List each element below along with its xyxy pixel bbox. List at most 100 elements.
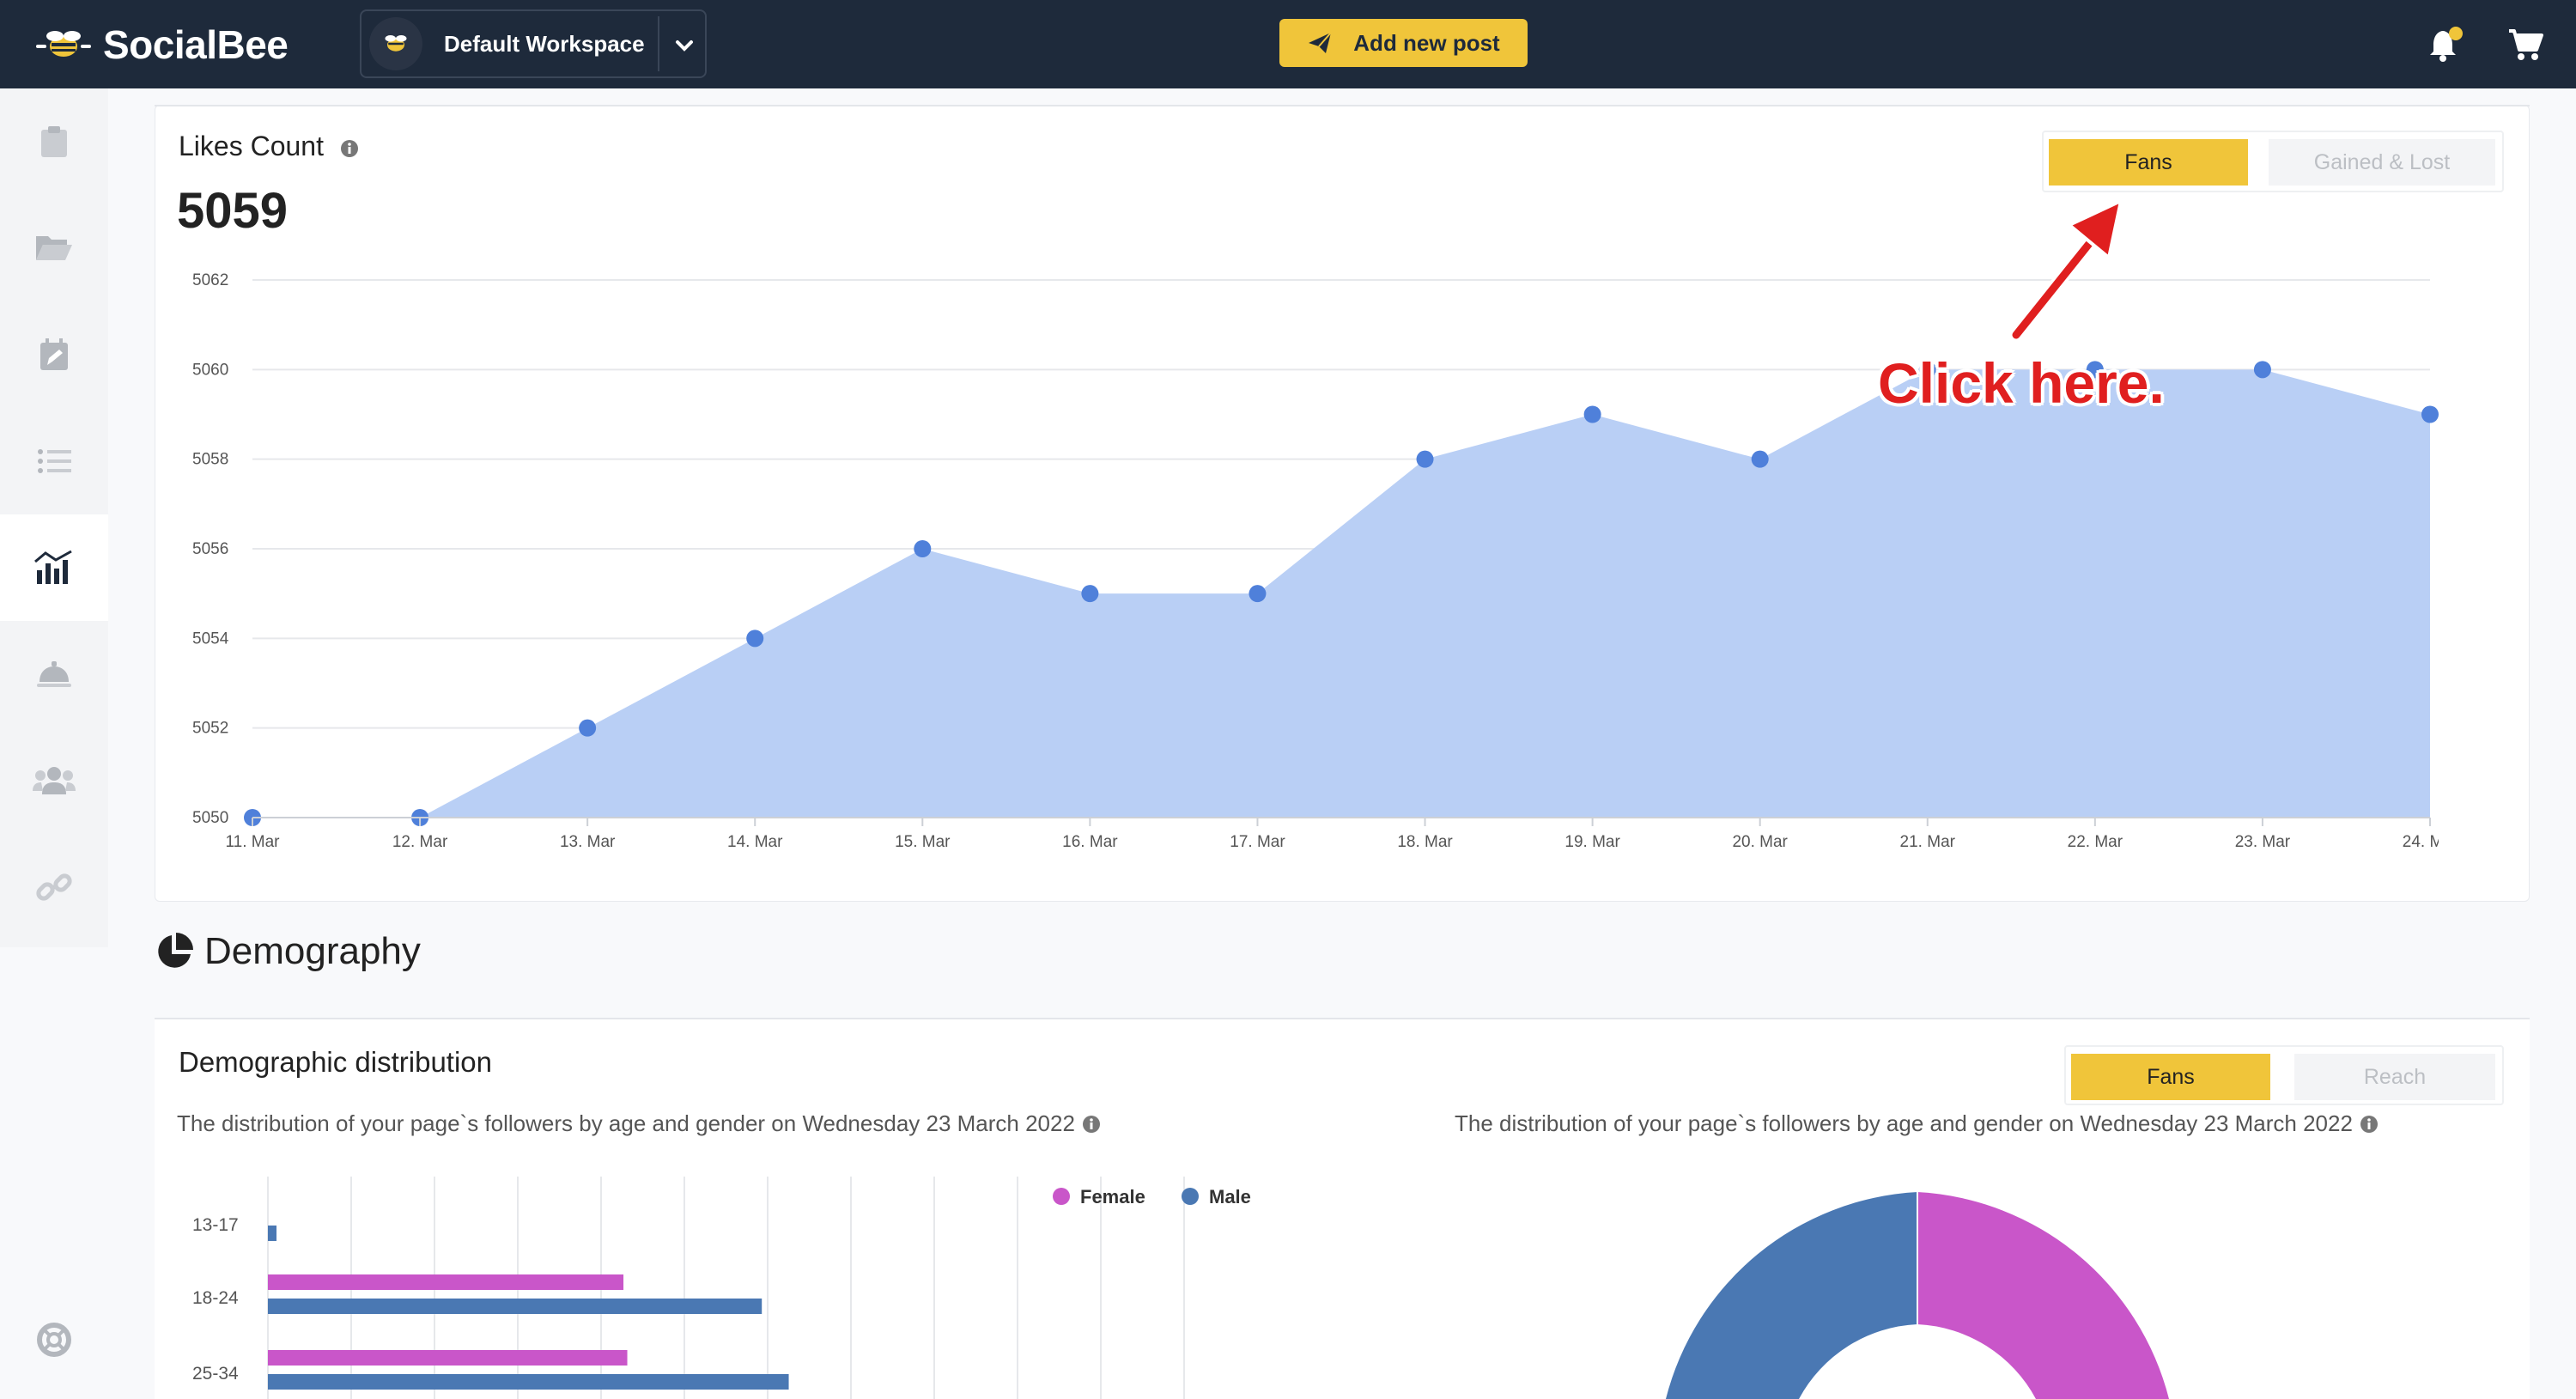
notifications-button[interactable] [2427, 26, 2466, 68]
chart-bar[interactable] [268, 1374, 789, 1390]
annotation-arrow [2009, 198, 2123, 342]
chart-points [244, 361, 2439, 826]
chart-point[interactable] [746, 630, 764, 648]
chart-point[interactable] [2086, 361, 2104, 379]
info-icon[interactable] [340, 139, 359, 162]
chart-point[interactable] [2421, 405, 2439, 423]
x-tick-label: 13. Mar [560, 833, 616, 851]
info-icon[interactable] [1082, 1115, 1101, 1134]
x-tick-label: 20. Mar [1732, 833, 1788, 851]
demography-title-text: Demography [204, 930, 421, 972]
y-tick-label: 5056 [192, 540, 228, 558]
chart-y-tick-labels: 5062 5060 5058 5056 5054 5052 5050 [192, 271, 229, 827]
users-icon [33, 767, 76, 794]
y-tick-label: 5050 [192, 809, 228, 827]
chart-x-tick-labels: 11. Mar 12. Mar 13. Mar 14. Mar 15. Mar 16. M… [225, 817, 2439, 851]
analytics-icon [34, 550, 72, 584]
gained-lost-toggle-button[interactable]: Gained & Lost [2269, 139, 2495, 186]
add-new-post-button[interactable]: Add new post [1279, 19, 1528, 67]
help-button[interactable] [0, 1297, 108, 1383]
folder-open-icon [36, 236, 72, 260]
top-navbar: SocialBee Default Workspace Add new post [0, 0, 2576, 88]
legend-marker [1053, 1188, 1070, 1205]
fans-toggle-button[interactable]: Fans [2071, 1054, 2270, 1100]
workspace-avatar [369, 17, 422, 70]
sidebar-item-team[interactable] [0, 727, 108, 834]
cart-button[interactable] [2507, 27, 2543, 66]
chart-point[interactable] [2253, 361, 2271, 379]
chevron-down-icon [676, 40, 693, 52]
chart-point[interactable] [1081, 585, 1099, 603]
clipboard-icon [41, 126, 67, 157]
app-name: SocialBee [103, 22, 289, 67]
fans-toggle-button[interactable]: Fans [2049, 139, 2248, 186]
category-label: 25-34 [192, 1364, 239, 1384]
list-icon [38, 449, 71, 473]
chart-point[interactable] [1751, 450, 1769, 468]
chart-point[interactable] [914, 540, 932, 557]
x-tick-label: 24. Mar [2403, 833, 2439, 851]
demographic-subtitle-left: The distribution of your page`s follower… [177, 1110, 1101, 1137]
sidebar-item-analytics[interactable] [0, 514, 108, 621]
chart-category-labels: 13-17 18-24 25-34 [192, 1215, 239, 1384]
chart-bar[interactable] [268, 1350, 628, 1366]
chart-bar[interactable] [268, 1299, 762, 1314]
calendar-edit-icon [40, 338, 68, 370]
demographic-subtitle-right: The distribution of your page`s follower… [1455, 1110, 2379, 1137]
reach-toggle-button[interactable]: Reach [2294, 1054, 2495, 1100]
y-tick-label: 5058 [192, 451, 228, 469]
gender-donut-chart [1666, 1192, 2169, 1399]
y-tick-label: 5062 [192, 271, 228, 289]
chart-point[interactable] [1416, 450, 1434, 468]
annotation-text: Click here. [1878, 351, 2165, 415]
sidebar-item-content[interactable] [0, 195, 108, 301]
sidebar-item-posts[interactable] [0, 88, 108, 195]
socialbee-logo[interactable]: SocialBee [36, 19, 289, 70]
paper-plane-icon [1309, 32, 1333, 53]
x-tick-label: 16. Mar [1062, 833, 1118, 851]
sidebar-item-links[interactable] [0, 834, 108, 940]
workspace-selector[interactable]: Default Workspace [360, 9, 707, 78]
sidebar [0, 88, 108, 947]
chart-point[interactable] [1249, 585, 1267, 603]
chart-bar[interactable] [268, 1226, 276, 1241]
legend-label[interactable]: Female [1080, 1186, 1145, 1207]
age-gender-bar-chart: 13-17 18-24 25-34 Female Male [192, 1177, 1251, 1399]
category-label: 13-17 [192, 1215, 239, 1235]
category-label: 18-24 [192, 1288, 239, 1308]
info-icon[interactable] [2360, 1115, 2379, 1134]
divider [155, 1018, 2530, 1019]
demography-mode-toggle: Fans Reach [2064, 1045, 2504, 1105]
x-tick-label: 21. Mar [1900, 833, 1956, 851]
donut-slice-female [1917, 1192, 2169, 1399]
concierge-bell-icon [37, 661, 71, 687]
demography-title: Demography [155, 930, 421, 973]
legend-label[interactable]: Male [1209, 1186, 1251, 1207]
x-tick-label: 18. Mar [1397, 833, 1453, 851]
add-new-post-label: Add new post [1353, 29, 1500, 56]
sidebar-item-services[interactable] [0, 621, 108, 727]
chart-point[interactable] [579, 719, 597, 737]
sidebar-item-queue[interactable] [0, 408, 108, 514]
bell-icon [2430, 27, 2463, 62]
chart-point[interactable] [1583, 405, 1601, 423]
divider [658, 16, 659, 71]
bee-icon [36, 31, 91, 57]
chart-bars [268, 1226, 789, 1390]
y-tick-label: 5052 [192, 720, 228, 738]
chart-point[interactable] [1918, 361, 1936, 379]
likes-count-value: 5059 [177, 183, 289, 239]
likes-mode-toggle: Fans Gained & Lost [2042, 131, 2504, 192]
x-tick-label: 22. Mar [2068, 833, 2123, 851]
x-tick-label: 15. Mar [895, 833, 951, 851]
x-tick-label: 19. Mar [1564, 833, 1620, 851]
y-tick-label: 5054 [192, 630, 229, 648]
legend-marker [1182, 1188, 1199, 1205]
chart-bar[interactable] [268, 1274, 624, 1290]
divider [155, 105, 2530, 106]
workspace-dropdown-button[interactable] [667, 28, 702, 63]
likes-area-chart: 5062 5060 5058 5056 5054 5052 5050 11. Mar 12. … [192, 271, 2439, 851]
y-tick-label: 5060 [192, 361, 228, 379]
demographic-heading: Demographic distribution [179, 1046, 493, 1078]
sidebar-item-schedule[interactable] [0, 301, 108, 408]
